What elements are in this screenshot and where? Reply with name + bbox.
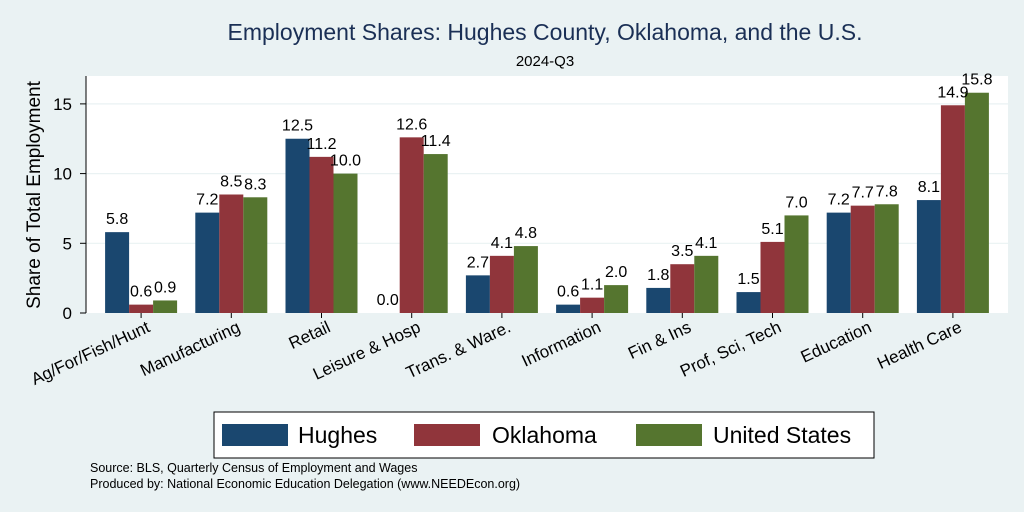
bar [513,246,538,313]
bar [285,138,310,313]
y-tick-label: 5 [63,234,72,253]
legend-label-oklahoma: Oklahoma [492,422,597,448]
data-label: 7.8 [876,183,898,200]
bar [646,287,671,313]
data-label: 2.7 [467,254,489,271]
bar [964,92,989,314]
legend-label-hughes: Hughes [298,422,377,448]
bar [916,200,941,313]
bars [105,92,989,314]
bar [604,285,629,313]
data-label: 15.8 [961,72,992,89]
data-label: 11.4 [421,133,451,150]
bar [556,304,581,313]
data-labels: 5.8 7.2 12.5 0.0 2.7 0.6 1.8 1.5 7.2 8.1 0.6 8.5 11.… [106,72,993,309]
y-ticks: 0 5 10 15 [53,95,86,323]
data-label: 8.1 [918,179,940,196]
data-label: 12.6 [396,116,427,133]
bar [850,205,875,313]
data-label: 11.2 [307,136,337,153]
legend-label-united-states: United States [713,422,851,448]
bar [670,264,695,313]
data-label: 0.6 [557,284,579,301]
bar [826,212,851,313]
bar [153,300,178,313]
data-label: 7.2 [828,192,850,209]
data-label: 12.5 [282,118,313,135]
y-tick-label: 0 [63,304,72,323]
legend-box [213,411,875,459]
bar [694,255,719,313]
data-label: 0.9 [154,279,176,296]
y-axis-label: Share of Total Employment [24,80,45,308]
produced-by-line: Produced by: National Economic Education… [90,477,520,491]
bar [195,212,220,313]
y-tick-label: 10 [53,165,72,184]
bar [309,156,334,313]
bar [219,194,244,313]
bar [129,304,154,313]
legend-swatch-oklahoma [414,424,480,446]
data-label: 4.8 [515,225,537,242]
source-line: Source: BLS, Quarterly Census of Employm… [90,461,417,475]
data-label: 8.3 [244,176,266,193]
bar [333,173,358,313]
data-label: 7.0 [785,194,807,211]
bar [105,232,130,313]
bar [399,137,424,313]
data-label: 0.6 [130,284,152,301]
data-label: 4.1 [491,235,513,252]
data-label: 5.1 [761,221,783,238]
legend-swatch-united-states [636,424,702,446]
chart-subtitle: 2024-Q3 [516,53,574,70]
data-label: 7.2 [196,192,218,209]
data-label: 14.9 [937,84,968,101]
data-label: 4.1 [695,235,717,252]
bar [243,197,268,313]
legend: Hughes Oklahoma United States [213,411,875,459]
data-label: 2.0 [605,264,627,281]
bar [784,215,809,313]
bar [736,292,761,313]
bar [489,255,514,313]
bar [465,275,490,313]
data-label: 1.5 [737,271,759,288]
chart-title: Employment Shares: Hughes County, Oklaho… [228,19,863,45]
data-label: 5.8 [106,211,128,228]
data-label: 7.7 [852,185,874,202]
bar [874,204,899,313]
data-label: 8.5 [220,174,242,191]
bar [580,297,605,313]
data-label: 0.0 [377,292,399,309]
y-tick-label: 15 [53,95,72,114]
data-label: 3.5 [671,243,693,260]
data-label: 10.0 [330,153,361,170]
legend-swatch-hughes [222,424,288,446]
data-label: 1.8 [647,267,669,284]
bar [940,105,965,313]
bar [760,241,785,313]
data-label: 1.1 [581,277,603,294]
bar [423,154,448,313]
